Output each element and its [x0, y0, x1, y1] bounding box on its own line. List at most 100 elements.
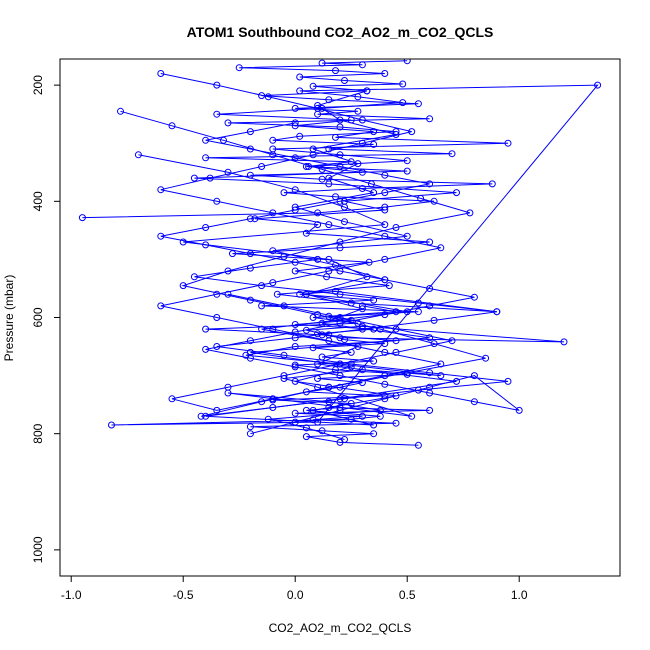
data-point: [453, 189, 460, 197]
data-point: [296, 132, 304, 140]
data-point: [291, 267, 299, 275]
data-point: [280, 372, 288, 380]
data-point: [202, 136, 210, 144]
data-point: [336, 290, 344, 298]
data-point: [336, 319, 344, 327]
data-point: [426, 180, 434, 188]
series-line-4: [138, 90, 457, 426]
data-point: [280, 189, 288, 197]
data-point: [482, 354, 490, 362]
y-tick-label: 600: [31, 307, 45, 327]
data-point: [206, 174, 214, 182]
data-point: [336, 438, 344, 446]
data-point: [470, 293, 478, 301]
data-point: [202, 154, 210, 162]
data-point: [381, 255, 389, 263]
data-point: [437, 372, 445, 380]
data-point: [358, 305, 366, 313]
data-layer: [78, 59, 602, 449]
data-point: [269, 151, 277, 159]
data-point: [325, 221, 333, 229]
data-point: [354, 160, 362, 168]
data-point: [269, 279, 277, 287]
data-point: [291, 377, 299, 385]
data-point: [381, 70, 389, 77]
data-point: [258, 163, 266, 170]
data-point: [246, 423, 254, 431]
data-point: [358, 412, 366, 420]
data-point: [493, 308, 501, 316]
data-point: [470, 372, 478, 380]
data-point: [269, 404, 277, 411]
data-point: [515, 406, 523, 414]
y-tick-label: 800: [31, 423, 45, 443]
data-point: [399, 80, 407, 88]
y-axis: 200 400 600 800 1000: [31, 75, 61, 563]
data-point: [381, 340, 389, 348]
data-point: [302, 290, 310, 298]
data-point: [157, 302, 165, 310]
data-point: [403, 59, 411, 65]
data-point: [309, 151, 317, 159]
data-point: [414, 100, 422, 108]
data-point: [466, 209, 474, 217]
x-axis-label: CO2_AO2_m_CO2_QCLS: [269, 621, 412, 635]
data-point: [560, 338, 568, 346]
data-point: [381, 380, 389, 388]
data-point: [370, 357, 378, 365]
data-point: [309, 416, 317, 424]
series-line-2: [82, 60, 493, 219]
data-point: [318, 427, 326, 435]
data-point: [246, 128, 254, 136]
data-point: [426, 285, 434, 292]
data-point: [117, 107, 124, 115]
data-point: [213, 406, 221, 414]
y-tick-label: 400: [31, 191, 45, 211]
data-point: [358, 61, 366, 69]
data-point: [246, 250, 254, 258]
data-point: [336, 372, 344, 380]
data-point: [426, 389, 434, 397]
x-tick-label: 1.0: [511, 588, 528, 602]
data-point: [224, 383, 232, 391]
data-point: [264, 93, 272, 101]
data-point: [291, 206, 299, 214]
data-point: [336, 334, 344, 342]
data-point: [224, 168, 232, 176]
data-point: [363, 87, 371, 95]
data-point: [269, 136, 277, 144]
data-point: [341, 395, 348, 403]
data-point: [323, 273, 331, 281]
data-point: [417, 194, 425, 202]
data-point: [291, 104, 299, 112]
data-point: [381, 171, 389, 179]
data-point: [273, 290, 281, 298]
data-point: [280, 302, 288, 310]
data-point: [370, 421, 378, 429]
data-point: [408, 412, 416, 420]
data-point: [325, 255, 333, 263]
data-point: [403, 167, 411, 175]
data-point: [291, 186, 299, 194]
data-point: [426, 369, 434, 377]
data-point: [302, 388, 310, 396]
data-point: [197, 412, 205, 420]
data-point: [309, 82, 317, 90]
data-point: [246, 296, 254, 304]
data-point: [437, 244, 445, 252]
data-point: [341, 336, 348, 344]
data-point: [314, 360, 322, 368]
data-point: [381, 232, 389, 240]
data-point: [426, 302, 434, 310]
data-point: [414, 441, 422, 449]
data-point: [381, 221, 389, 229]
data-point: [302, 163, 310, 170]
data-point: [381, 395, 389, 403]
data-point: [213, 290, 221, 298]
data-point: [325, 383, 333, 391]
data-point: [291, 418, 299, 426]
data-point: [269, 209, 277, 217]
data-point: [381, 276, 389, 284]
data-point: [224, 290, 232, 298]
